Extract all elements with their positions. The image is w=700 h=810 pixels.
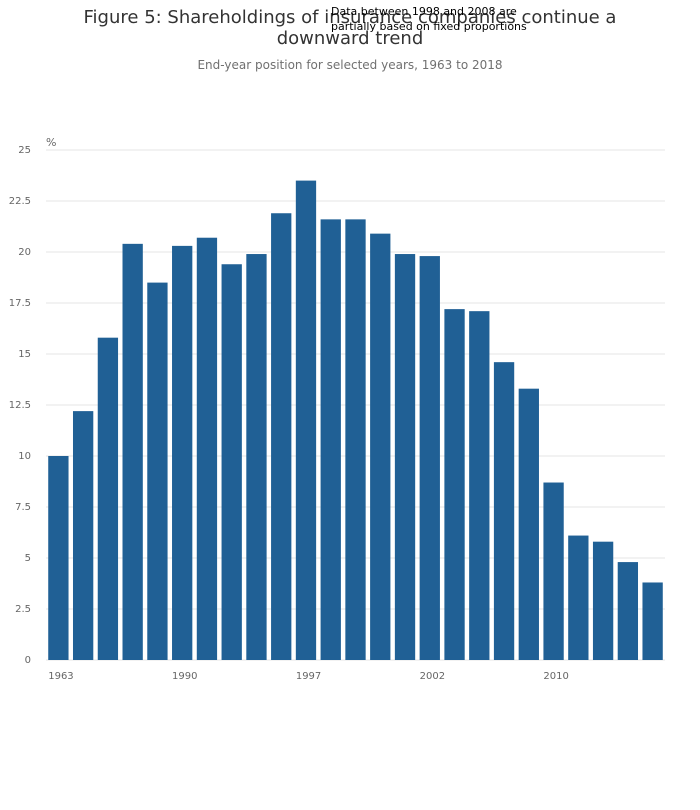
y-tick-label: 17.5 bbox=[9, 298, 31, 309]
y-tick-label: 20 bbox=[18, 247, 31, 258]
bar bbox=[493, 362, 515, 660]
bar bbox=[568, 535, 589, 660]
bar bbox=[642, 582, 663, 660]
bar bbox=[271, 213, 292, 661]
bar bbox=[518, 388, 539, 660]
bar bbox=[246, 254, 267, 661]
bar bbox=[72, 411, 94, 660]
bar bbox=[48, 456, 69, 660]
x-tick-label: 1990 bbox=[172, 671, 197, 682]
bar bbox=[172, 245, 193, 660]
annotation: Data between 1998 and 2008 are partially… bbox=[331, 5, 527, 33]
bar bbox=[543, 482, 564, 660]
y-tick-label: 5 bbox=[25, 553, 31, 564]
bar bbox=[370, 233, 391, 660]
x-tick-label: 1997 bbox=[296, 671, 321, 682]
y-tick-label: 2.5 bbox=[15, 604, 31, 615]
y-tick-label: 10 bbox=[18, 451, 31, 462]
bar bbox=[592, 541, 614, 660]
chart-title: Figure 5: Shareholdings of insurance com… bbox=[83, 7, 617, 49]
y-tick-label: 7.5 bbox=[15, 502, 31, 513]
bar bbox=[394, 254, 416, 661]
y-tick-label: 15 bbox=[18, 349, 31, 360]
chart-subtitle: End-year position for selected years, 19… bbox=[197, 58, 503, 72]
bar bbox=[320, 219, 341, 661]
bar bbox=[122, 243, 143, 660]
x-tick-label: 1963 bbox=[48, 671, 73, 682]
y-axis-label: % bbox=[46, 136, 56, 149]
bar bbox=[147, 282, 168, 660]
y-tick-label: 0 bbox=[25, 655, 31, 666]
bar bbox=[345, 219, 366, 661]
y-tick-label: 22.5 bbox=[9, 196, 31, 207]
x-tick-label: 2002 bbox=[420, 671, 445, 682]
bar bbox=[617, 562, 639, 660]
y-tick-label: 12.5 bbox=[9, 400, 31, 411]
bar bbox=[469, 311, 490, 660]
bar bbox=[295, 180, 317, 660]
bar bbox=[419, 256, 440, 660]
bar bbox=[196, 237, 218, 660]
bar bbox=[97, 337, 119, 660]
x-tick-label: 2010 bbox=[543, 671, 568, 682]
bar bbox=[444, 309, 465, 660]
bar bbox=[221, 264, 242, 660]
y-tick-label: 25 bbox=[18, 145, 31, 156]
